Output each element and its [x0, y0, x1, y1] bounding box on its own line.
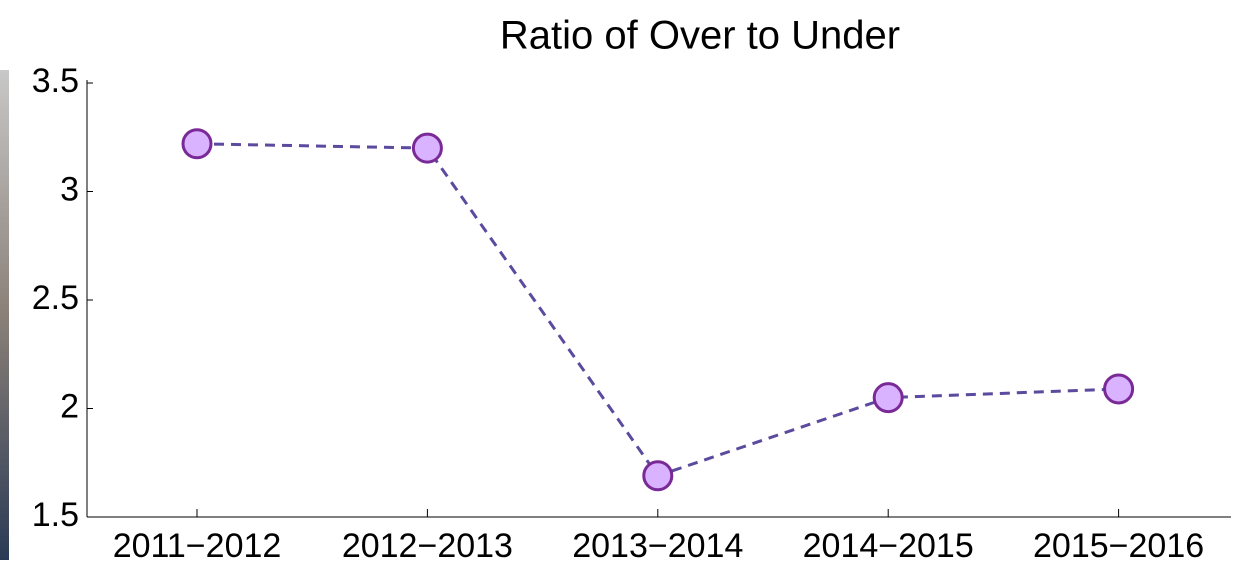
y-tick-label: 2.5: [32, 279, 79, 317]
marker: [411, 132, 443, 164]
marker: [1103, 373, 1135, 405]
marker: [642, 460, 674, 492]
x-tick-label: 2013−2014: [572, 527, 743, 565]
x-tick-label: 2014−2015: [803, 527, 974, 565]
data-line: [196, 142, 1119, 478]
x-tick-label: 2015−2016: [1033, 527, 1204, 565]
y-tick-label: 3.5: [32, 62, 79, 100]
x-tick-label: 2011−2012: [113, 527, 282, 565]
y-tick-label: 3: [60, 170, 79, 208]
y-tick-label: 1.5: [32, 496, 79, 534]
chart-title: Ratio of Over to Under: [500, 14, 900, 58]
marker: [872, 382, 904, 414]
x-tick-label: 2012−2013: [342, 527, 513, 565]
background-strip: [0, 70, 9, 560]
marker: [181, 128, 213, 160]
y-tick-label: 2: [60, 387, 79, 425]
